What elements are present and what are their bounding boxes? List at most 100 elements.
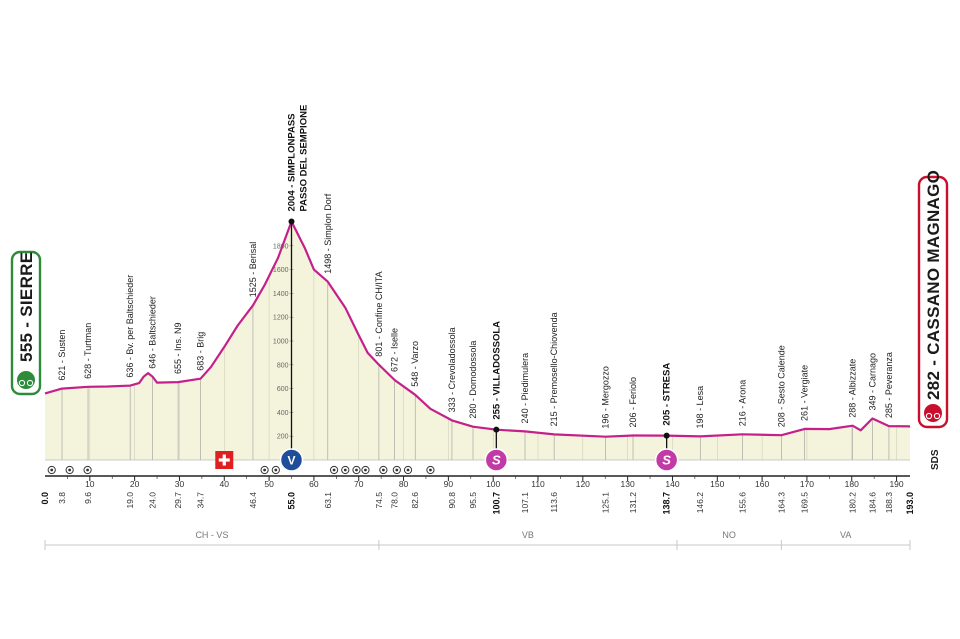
y-tick-label: 200: [277, 434, 289, 441]
km-distance-label: 74.5: [374, 492, 384, 509]
y-tick-label: 1800: [273, 243, 289, 250]
km-distance-label: 63.1: [323, 492, 333, 509]
place-label: 672 - Iselle: [390, 328, 400, 372]
road-symbol-dot: [86, 468, 89, 472]
x-tick-label: 90: [444, 479, 454, 489]
place-label: 548 - Varzo: [410, 341, 420, 387]
finish-label: 282 - CASSANO MAGNAGO: [924, 170, 943, 400]
start-panel: [10, 250, 42, 396]
region-label: CH - VS: [195, 530, 228, 540]
road-symbol-dot: [332, 468, 336, 472]
km-distance-label: 46.4: [248, 492, 258, 509]
place-label: 215 - Premosello-Chiovenda: [549, 312, 559, 426]
sprint-marker-label: S: [492, 453, 501, 468]
finish-panel: [917, 175, 949, 429]
y-tick-label: 800: [277, 362, 289, 369]
km-distance-label: 164.3: [776, 492, 786, 514]
sprint-marker: [484, 448, 509, 472]
x-tick-label: 170: [800, 479, 814, 489]
x-tick-label: 110: [531, 479, 545, 489]
km-distance-label: 146.2: [695, 492, 705, 514]
road-symbol-dot: [395, 468, 399, 472]
road-symbol-dot: [364, 468, 367, 472]
kom-marker: [279, 448, 304, 472]
place-label: 1525 - Berisal: [248, 242, 258, 298]
road-symbol-dot: [406, 468, 410, 472]
region-label: VA: [840, 530, 851, 540]
km-distance-label: 9.6: [83, 492, 93, 504]
key-place-label: 205 - STRESA: [662, 363, 673, 426]
place-label: 1498 - Simplon Dorf: [323, 193, 333, 274]
km-distance-label: 155.6: [737, 492, 747, 514]
km-distance-label: 113.6: [549, 492, 559, 513]
road-symbol-dot: [343, 468, 347, 472]
road-symbol-dot: [274, 468, 278, 472]
key-place-label: 2004 - SIMPLONPASS: [287, 113, 298, 211]
y-tick-label: 1000: [273, 339, 289, 346]
place-label: 261 - Vergiate: [800, 365, 810, 421]
km-distance-label: 125.1: [601, 492, 611, 514]
x-tick-label: 50: [264, 479, 274, 489]
km-distance-label: 131.2: [628, 492, 638, 514]
finish-bike-wheel: [925, 412, 933, 420]
finish-bike-wheel: [933, 412, 941, 420]
km-distance-label: 82.6: [410, 492, 420, 509]
x-tick-label: 140: [665, 479, 679, 489]
x-tick-label: 70: [354, 479, 364, 489]
km-distance-label: 184.6: [867, 492, 877, 514]
km-distance-label: 55.0: [287, 492, 297, 510]
y-tick-label: 1200: [273, 315, 289, 322]
x-tick-label: 60: [309, 479, 319, 489]
kom-marker-label: V: [287, 454, 295, 468]
place-label: 349 - Carnago: [867, 353, 877, 411]
road-symbol-dot: [355, 468, 358, 472]
km-distance-label: 19.0: [125, 492, 135, 509]
region-label: NO: [722, 530, 736, 540]
place-label: 198 - Lesa: [695, 386, 705, 429]
y-tick-label: 600: [277, 386, 289, 393]
x-tick-label: 120: [576, 479, 590, 489]
road-symbol-dot: [381, 468, 385, 472]
x-tick-label: 30: [175, 479, 185, 489]
place-label: 288 - Albizzate: [848, 359, 858, 418]
start-bike-wheel: [18, 379, 26, 387]
key-place-label-alt: PASSO DEL SEMPIONE: [299, 105, 310, 212]
km-distance-label: 188.3: [884, 492, 894, 514]
x-tick-label: 160: [755, 479, 769, 489]
km-distance-label: 138.7: [662, 492, 672, 515]
km-distance-label: 107.1: [520, 492, 530, 514]
km-distance-label: 24.0: [148, 492, 158, 509]
road-symbol-dot: [429, 468, 432, 472]
place-label: 655 - Ins. N9: [173, 323, 183, 375]
km-distance-label: 29.7: [173, 492, 183, 509]
place-label: 196 - Mergozzo: [601, 366, 611, 429]
place-label: 636 - Bv. per Baltschieder: [125, 275, 135, 378]
place-label: 646 - Baltschieder: [148, 296, 158, 369]
km-distance-label: 169.5: [800, 492, 810, 514]
border-flag-cross-h: [218, 458, 230, 462]
place-label: 285 - Peveranza: [884, 352, 894, 418]
finish-bike-icon: [924, 404, 942, 422]
km-distance-label: 95.5: [468, 492, 478, 509]
x-tick-label: 40: [220, 479, 230, 489]
x-tick-label: 130: [621, 479, 635, 489]
region-label: VB: [522, 530, 534, 540]
profile-line: [44, 220, 911, 438]
km-distance-label: 0.0: [40, 492, 50, 505]
place-label: 206 - Feriolo: [628, 377, 638, 428]
place-label: 240 - Piedimulera: [520, 353, 530, 424]
km-distance-label: 100.7: [491, 492, 501, 515]
x-tick-label: 10: [85, 479, 95, 489]
brand-label: SDS: [930, 449, 941, 470]
sprint-marker-label: S: [662, 453, 671, 468]
place-label: 280 - Domodossola: [468, 341, 478, 419]
x-tick-label: 190: [889, 479, 903, 489]
key-place-label: 255 - VILLADOSSOLA: [491, 321, 502, 420]
place-label: 628 - Turtman: [83, 323, 93, 379]
place-label: 801 - Confine CH/ITA: [374, 271, 384, 356]
x-tick-label: 180: [845, 479, 859, 489]
x-tick-label: 100: [486, 479, 500, 489]
place-label: 216 - Arona: [737, 380, 747, 427]
start-bike-wheel: [26, 379, 34, 387]
